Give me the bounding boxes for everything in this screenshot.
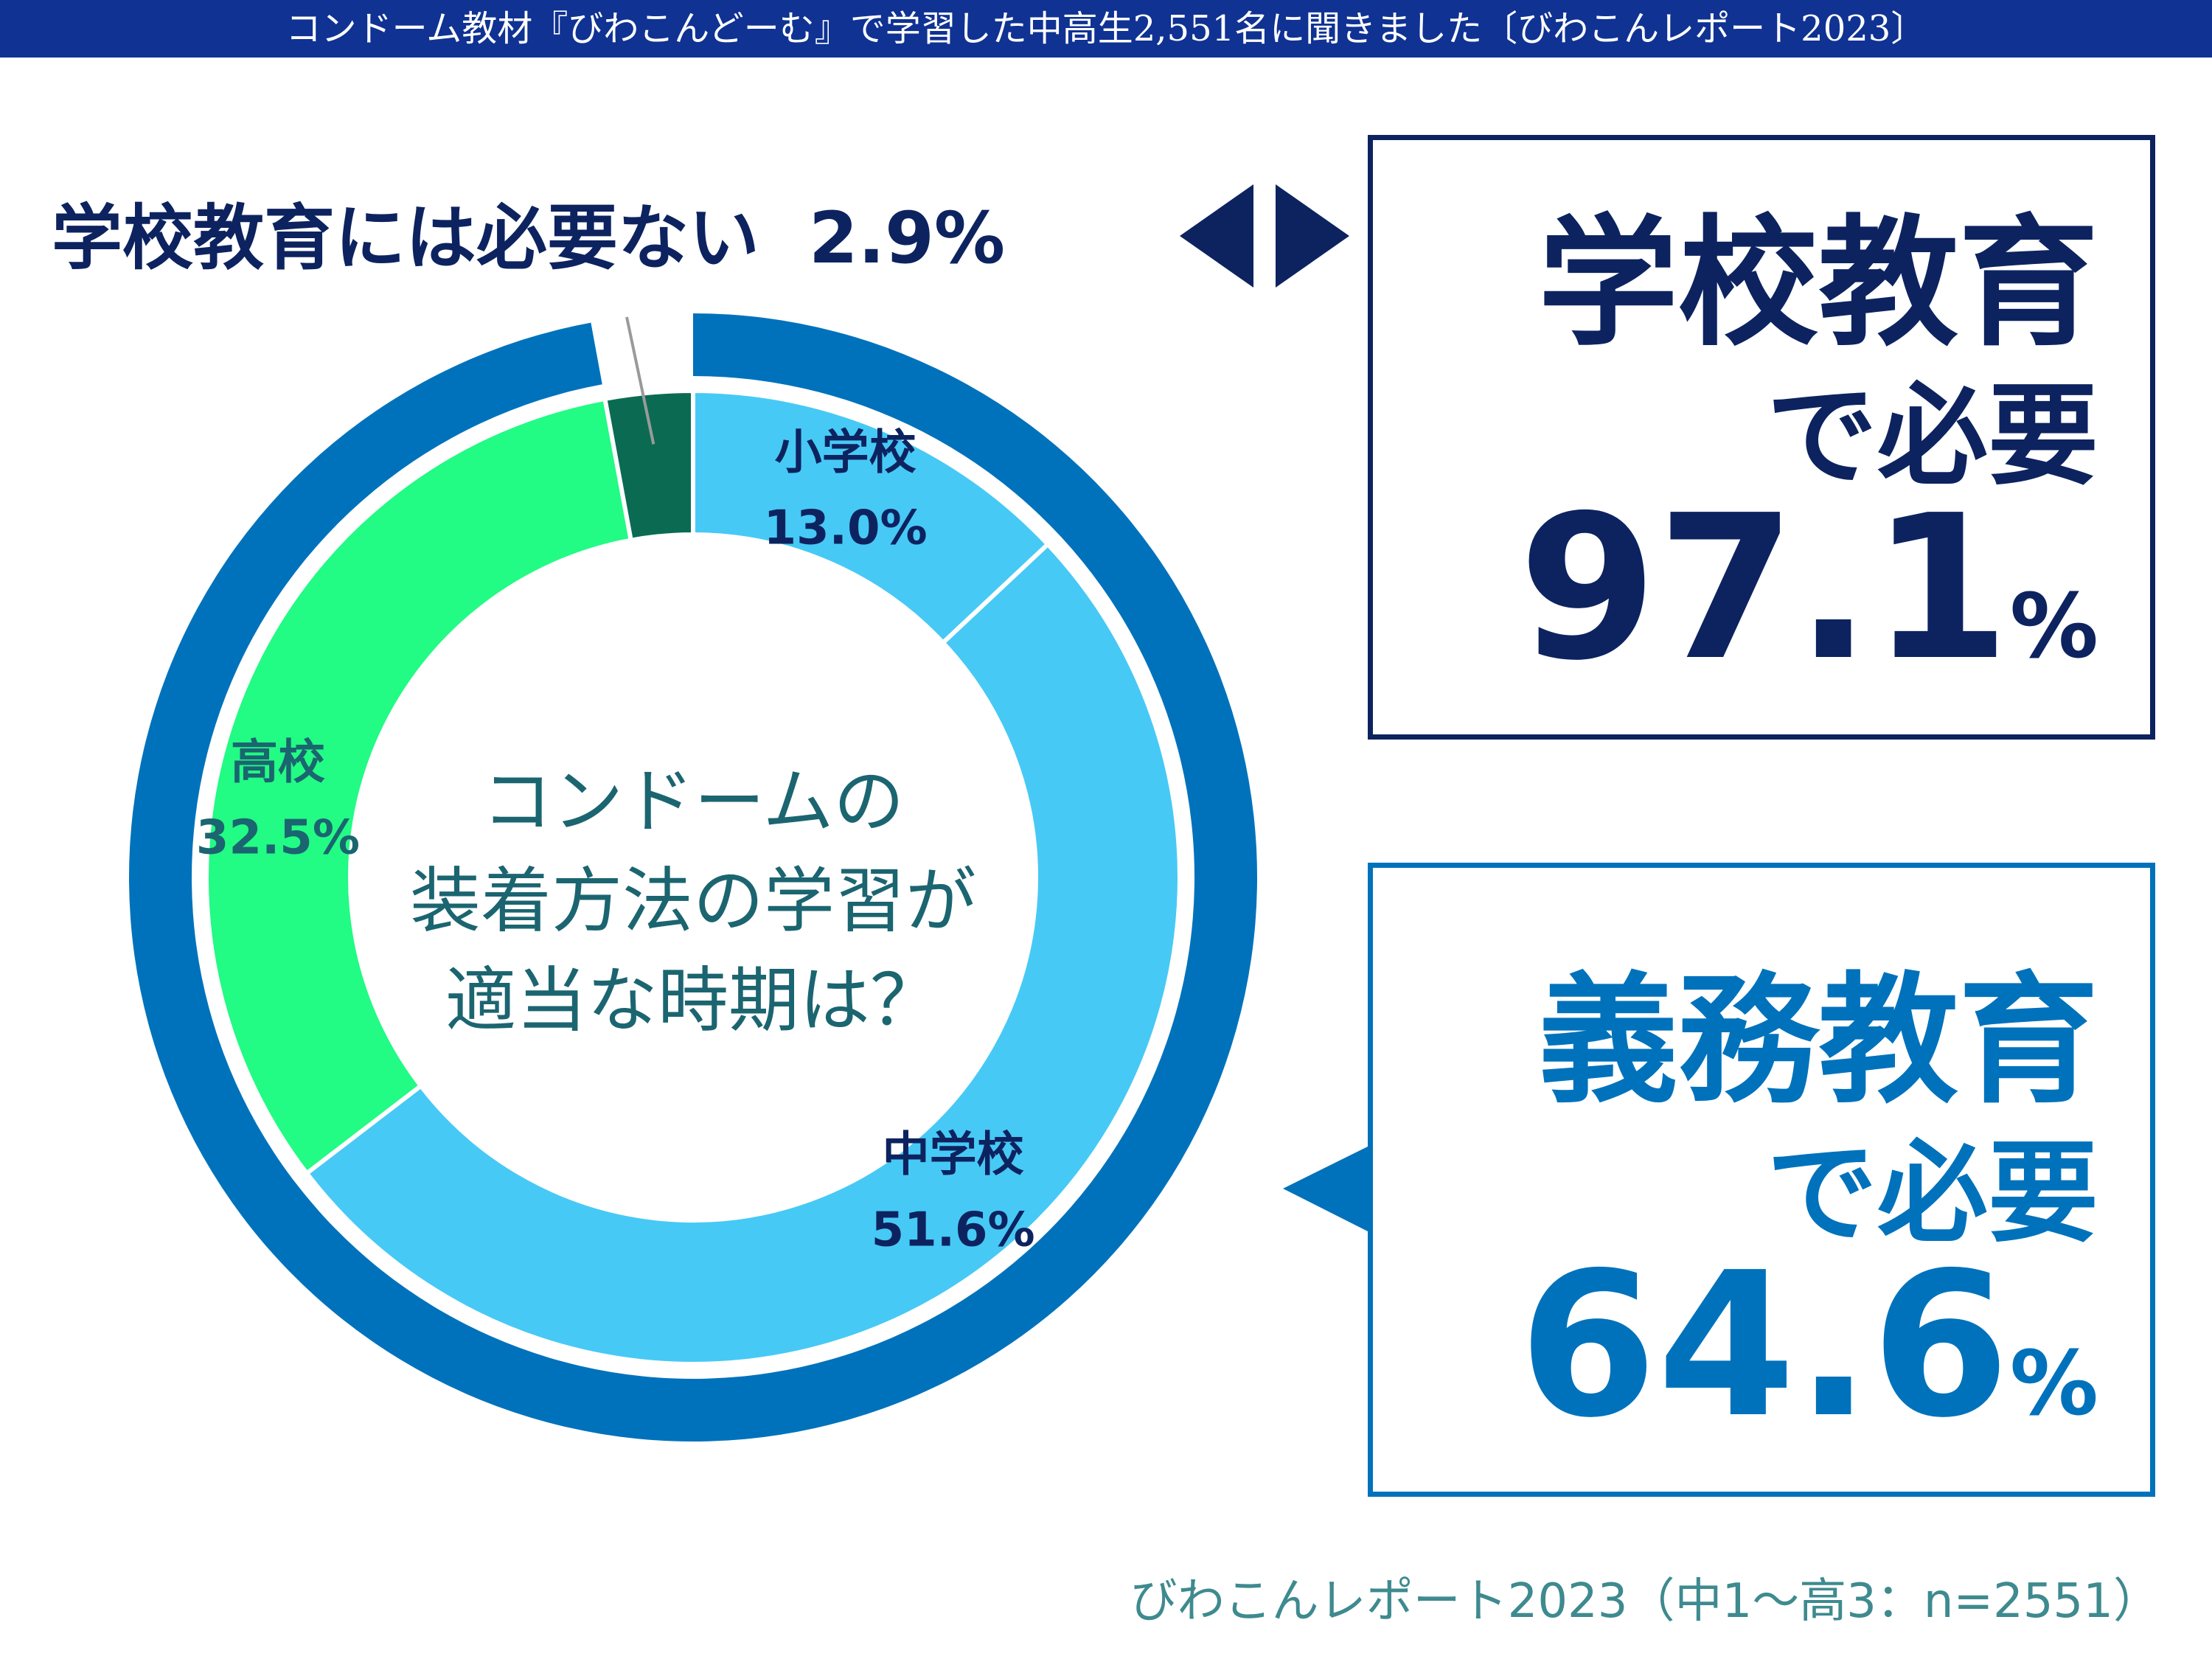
not-needed-callout: 学校教育には必要ない 2.9% xyxy=(52,181,1005,283)
slice-elementary-value: 13.0% xyxy=(764,501,928,555)
not-needed-value: 2.9% xyxy=(808,197,1006,279)
leader-line xyxy=(625,316,655,445)
arrow-left-icon xyxy=(1180,184,1253,288)
summary-compulsory-line1: 義務教育 xyxy=(1537,959,2098,1122)
center-question-line-2: 装着方法の学習が xyxy=(410,860,976,942)
summary-school-number: 97.1 xyxy=(1518,472,2010,704)
not-needed-leader-line xyxy=(625,316,655,445)
compulsory-pointer-icon xyxy=(1283,1147,1368,1231)
donut-slices xyxy=(204,388,1182,1366)
summary-compulsory-percent: 64.6% xyxy=(1519,1229,2098,1461)
slice-junior-high-label: 中学校 xyxy=(883,1128,1024,1183)
center-question-line-3: 適当な時期は？ xyxy=(445,959,941,1042)
slice-labels: 小学校 13.0% 中学校 51.6% 高校 32.5% xyxy=(196,425,1035,1257)
slice-junior-high-value: 51.6% xyxy=(872,1203,1035,1258)
report-header: コンドーム教材『びわこんどーむ』で学習した中高生2,551名に聞きました〔びわこ… xyxy=(0,0,2212,58)
not-needed-label: 学校教育には必要ない xyxy=(52,197,759,279)
center-question-line-1: コンドームの xyxy=(481,760,904,843)
arrow-markers xyxy=(1180,184,1368,1231)
summary-school-percent: 97.1% xyxy=(1519,472,2098,704)
outer-arcs xyxy=(128,313,1257,1442)
summary-school-line2: で必要 xyxy=(1766,372,2098,501)
summary-compulsory-unit: % xyxy=(2009,1333,2098,1436)
summary-compulsory-number: 64.6 xyxy=(1518,1229,2010,1461)
arrow-right-icon xyxy=(1276,184,1349,288)
summary-compulsory-box: 義務教育 で必要 64.6% xyxy=(1368,863,2155,1497)
summary-school-unit: % xyxy=(2009,576,2098,678)
slice-junior-high xyxy=(303,540,1182,1366)
summary-compulsory-line2: で必要 xyxy=(1766,1130,2098,1258)
source-note: びわこんレポート2023（中1〜高3：n=2551） xyxy=(1130,1574,2160,1629)
slice-high-school xyxy=(204,396,634,1177)
slice-high-school-label: 高校 xyxy=(231,735,325,790)
slice-not-needed xyxy=(602,388,695,543)
slice-elementary-label: 小学校 xyxy=(775,425,917,480)
outer-arc-compulsory-education xyxy=(245,1182,318,1251)
slice-high-school-value: 32.5% xyxy=(196,810,360,865)
summary-school-line1: 学校教育 xyxy=(1537,202,2098,365)
summary-school-box: 学校教育 で必要 97.1% xyxy=(1368,135,2155,740)
